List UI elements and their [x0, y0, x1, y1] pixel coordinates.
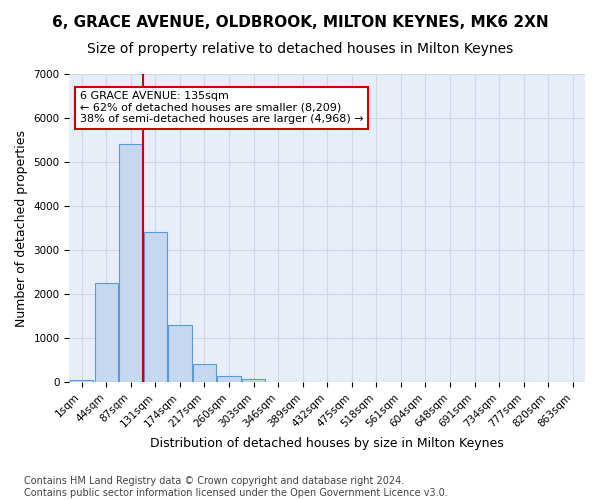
- Bar: [193, 364, 216, 382]
- Bar: [119, 144, 142, 382]
- Bar: [95, 283, 118, 382]
- Bar: [242, 379, 265, 382]
- Y-axis label: Number of detached properties: Number of detached properties: [15, 130, 28, 326]
- Bar: [217, 376, 241, 382]
- Bar: [70, 380, 94, 382]
- Bar: [168, 325, 191, 382]
- Bar: [143, 232, 167, 382]
- Text: 6 GRACE AVENUE: 135sqm
← 62% of detached houses are smaller (8,209)
38% of semi-: 6 GRACE AVENUE: 135sqm ← 62% of detached…: [80, 91, 364, 124]
- X-axis label: Distribution of detached houses by size in Milton Keynes: Distribution of detached houses by size …: [151, 437, 504, 450]
- Text: Size of property relative to detached houses in Milton Keynes: Size of property relative to detached ho…: [87, 42, 513, 56]
- Text: Contains HM Land Registry data © Crown copyright and database right 2024.
Contai: Contains HM Land Registry data © Crown c…: [24, 476, 448, 498]
- Text: 6, GRACE AVENUE, OLDBROOK, MILTON KEYNES, MK6 2XN: 6, GRACE AVENUE, OLDBROOK, MILTON KEYNES…: [52, 15, 548, 30]
